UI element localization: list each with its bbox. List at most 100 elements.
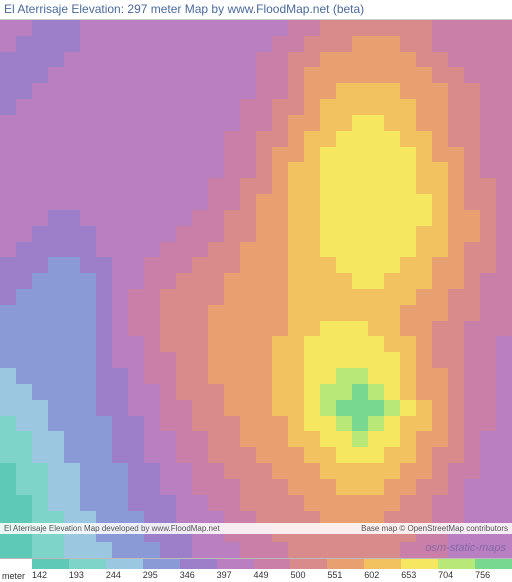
elevation-cell [272,52,288,68]
elevation-cell [0,131,16,147]
elevation-cell [224,178,240,194]
elevation-cell [416,273,432,289]
elevation-cell [80,495,96,511]
elevation-cell [384,447,400,463]
elevation-cell [288,67,304,83]
elevation-cell [176,131,192,147]
elevation-cell [80,447,96,463]
elevation-cell [432,305,448,321]
elevation-cell [208,352,224,368]
elevation-cell [64,131,80,147]
elevation-cell [464,463,480,479]
elevation-cell [320,52,336,68]
elevation-cell [272,115,288,131]
elevation-cell [112,210,128,226]
elevation-cell [496,178,512,194]
elevation-cell [496,416,512,432]
elevation-cell [208,226,224,242]
legend-tick: 142 [32,570,69,580]
elevation-cell [144,273,160,289]
elevation-cell [112,83,128,99]
elevation-cell [304,542,320,558]
elevation-cell [320,273,336,289]
elevation-cell [96,67,112,83]
elevation-cell [16,495,32,511]
elevation-cell [192,147,208,163]
elevation-cell [32,194,48,210]
elevation-cell [368,83,384,99]
elevation-cell [320,416,336,432]
elevation-cell [32,495,48,511]
elevation-cell [368,131,384,147]
elevation-cell [400,336,416,352]
elevation-cell [256,336,272,352]
elevation-cell [256,210,272,226]
elevation-cell [208,162,224,178]
elevation-cell [256,305,272,321]
elevation-cell [128,416,144,432]
elevation-cell [480,147,496,163]
watermark: osm-static-maps [425,542,506,554]
elevation-cell [416,400,432,416]
elevation-cell [464,336,480,352]
elevation-cell [48,257,64,273]
elevation-cell [352,321,368,337]
elevation-cell [96,210,112,226]
elevation-cell [96,479,112,495]
elevation-cell [384,83,400,99]
elevation-cell [352,289,368,305]
elevation-cell [160,20,176,36]
elevation-cell [288,36,304,52]
elevation-cell [48,463,64,479]
elevation-cell [240,289,256,305]
elevation-cell [464,162,480,178]
elevation-cell [160,257,176,273]
elevation-cell [320,352,336,368]
elevation-cell [208,336,224,352]
elevation-cell [240,447,256,463]
elevation-cell [336,83,352,99]
elevation-cell [256,400,272,416]
elevation-cell [64,305,80,321]
elevation-cell [432,242,448,258]
elevation-cell [16,321,32,337]
elevation-cell [112,463,128,479]
elevation-cell [32,147,48,163]
elevation-cell [224,352,240,368]
elevation-cell [336,368,352,384]
elevation-cell [368,115,384,131]
elevation-cell [208,20,224,36]
elevation-cell [64,447,80,463]
legend-ticks: 142193244295346397449500551602653704756 [32,570,512,580]
elevation-cell [64,178,80,194]
elevation-cell [384,115,400,131]
elevation-cell [96,257,112,273]
elevation-cell [176,400,192,416]
elevation-cell [368,321,384,337]
elevation-cell [80,431,96,447]
elevation-cell [64,194,80,210]
elevation-cell [64,52,80,68]
elevation-cell [144,52,160,68]
elevation-cell [352,226,368,242]
elevation-cell [32,20,48,36]
elevation-cell [176,305,192,321]
elevation-cell [32,178,48,194]
elevation-cell [160,384,176,400]
elevation-cell [208,178,224,194]
elevation-cell [64,352,80,368]
elevation-cell [464,194,480,210]
elevation-cell [96,495,112,511]
elevation-cell [336,431,352,447]
elevation-cell [400,352,416,368]
elevation-cell [432,131,448,147]
elevation-cell [336,210,352,226]
elevation-cell [80,289,96,305]
elevation-cell [96,36,112,52]
elevation-cell [304,20,320,36]
elevation-cell [224,210,240,226]
elevation-cell [320,131,336,147]
elevation-cell [176,210,192,226]
elevation-cell [96,178,112,194]
elevation-cell [80,305,96,321]
